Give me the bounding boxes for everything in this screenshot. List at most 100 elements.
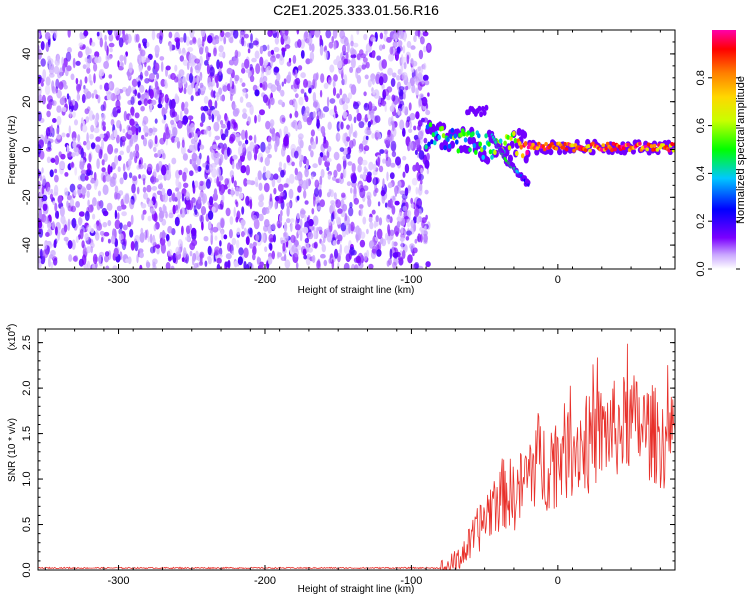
noise-blob <box>246 179 252 185</box>
branch-halo <box>526 179 531 186</box>
noise-blob <box>305 95 309 103</box>
noise-blob <box>154 118 158 124</box>
noise-blob <box>343 58 349 65</box>
noise-blob <box>304 241 310 250</box>
noise-blob <box>229 216 234 225</box>
noise-blob <box>326 192 331 198</box>
noise-blob <box>123 171 128 181</box>
noise-blob <box>143 192 148 200</box>
noise-blob <box>267 50 272 57</box>
noise-blob <box>40 81 44 87</box>
colorbar-tick-label: 0.8 <box>695 70 707 85</box>
noise-blob <box>134 112 140 119</box>
noise-blob <box>406 230 412 236</box>
signal-point <box>482 145 487 151</box>
noise-blob <box>276 136 280 147</box>
noise-blob <box>123 54 127 66</box>
noise-blob <box>247 48 251 54</box>
noise-blob <box>262 84 266 90</box>
signal-point <box>611 141 616 146</box>
noise-blob <box>410 66 415 73</box>
noise-blob <box>363 145 370 152</box>
signal-point <box>554 146 559 151</box>
noise-blob <box>104 255 109 263</box>
noise-blob <box>261 207 267 216</box>
noise-blob <box>363 102 370 111</box>
noise-blob <box>94 117 98 126</box>
noise-blob <box>190 138 196 145</box>
noise-blob <box>217 142 224 149</box>
noise-blob <box>53 191 59 197</box>
noise-blob <box>199 180 204 187</box>
noise-blob <box>159 92 163 102</box>
noise-blob <box>334 209 337 220</box>
noise-blob <box>42 203 48 211</box>
noise-blob <box>101 167 106 173</box>
signal-point <box>433 140 437 146</box>
noise-blob <box>90 142 96 150</box>
noise-blob <box>156 190 162 196</box>
signal-point <box>613 147 617 152</box>
noise-blob <box>213 47 217 57</box>
noise-blob <box>181 49 187 56</box>
noise-blob <box>88 153 92 163</box>
noise-blob <box>247 227 253 235</box>
x-tick-label: -300 <box>108 575 130 587</box>
noise-blob <box>207 245 212 256</box>
noise-blob <box>376 249 382 257</box>
signal-point <box>588 148 592 153</box>
noise-blob <box>425 261 431 268</box>
noise-blob <box>207 210 214 221</box>
noise-blob <box>396 75 401 81</box>
noise-blob <box>182 59 189 66</box>
noise-blob <box>417 130 424 140</box>
signal-point <box>563 142 567 146</box>
noise-blob <box>371 50 376 59</box>
colorbar-tick-label: 0.0 <box>695 261 707 276</box>
noise-blob <box>260 232 266 243</box>
noise-blob <box>208 99 213 108</box>
noise-blob <box>241 206 245 215</box>
noise-blob <box>382 44 386 50</box>
noise-blob <box>200 206 207 216</box>
noise-blob <box>325 30 332 39</box>
noise-blob <box>360 53 367 59</box>
noise-blob <box>41 94 47 105</box>
noise-blob <box>99 251 105 258</box>
noise-blob <box>337 133 341 140</box>
noise-blob <box>175 204 178 211</box>
noise-blob <box>325 157 332 163</box>
noise-blob <box>102 121 106 127</box>
noise-blob <box>340 172 344 180</box>
noise-blob <box>400 72 406 80</box>
noise-blob <box>120 136 127 142</box>
noise-blob <box>296 244 302 251</box>
noise-blob <box>112 172 117 180</box>
noise-blob <box>46 240 52 246</box>
noise-blob <box>180 145 186 155</box>
noise-blob <box>391 94 396 102</box>
noise-blob <box>281 81 284 87</box>
signal-point <box>512 130 516 137</box>
noise-blob <box>359 187 366 199</box>
noise-blob <box>245 93 249 99</box>
noise-blob <box>90 41 96 47</box>
noise-blob <box>268 233 274 243</box>
noise-blob <box>263 166 266 173</box>
noise-blob <box>331 36 335 44</box>
noise-blob <box>179 37 184 43</box>
noise-blob <box>52 200 56 205</box>
signal-point <box>430 139 434 145</box>
noise-blob <box>307 35 313 46</box>
signal-point <box>425 124 430 130</box>
noise-blob <box>217 203 224 210</box>
noise-blob <box>72 141 77 149</box>
noise-blob <box>101 237 104 243</box>
noise-blob <box>197 130 202 136</box>
noise-blob <box>229 136 234 144</box>
noise-blob <box>233 180 237 188</box>
noise-blob <box>74 147 80 157</box>
noise-blob <box>84 108 90 115</box>
noise-blob <box>117 155 122 162</box>
noise-blob <box>270 84 277 93</box>
